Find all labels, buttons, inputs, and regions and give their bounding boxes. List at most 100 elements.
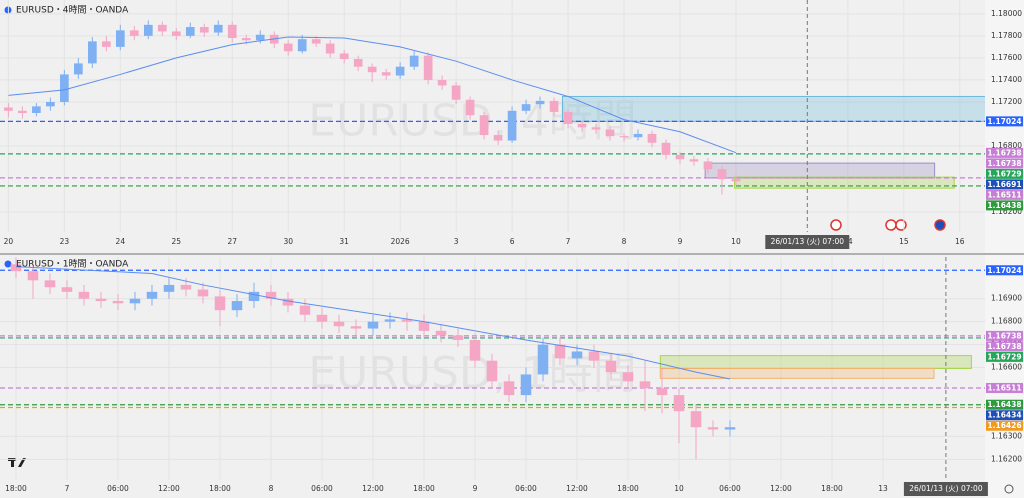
candle-body: [577, 124, 587, 128]
candle-body: [731, 179, 741, 182]
candle-body: [241, 38, 251, 41]
candle-body: [633, 133, 643, 138]
zone: [659, 355, 972, 369]
candle-body: [248, 291, 260, 302]
candle-body: [316, 314, 328, 322]
candle-body: [724, 427, 736, 430]
candle-body: [143, 24, 153, 36]
x-tick-label: 31: [339, 237, 349, 246]
x-tick-label: 18:00: [209, 484, 231, 493]
zone: [704, 162, 936, 179]
x-tick-label: 6: [510, 237, 515, 246]
candle-body: [367, 66, 377, 73]
candle-body: [507, 110, 517, 141]
candle-body: [32, 106, 41, 113]
candle-body: [231, 301, 243, 311]
x-tick-label: 10: [731, 237, 741, 246]
candle-body: [299, 305, 311, 315]
x-tick-label: 06:00: [311, 484, 333, 493]
price-label: 1.16426: [987, 421, 1021, 430]
y-tick-label: 1.16900: [991, 294, 1022, 303]
candle-body: [171, 31, 181, 36]
price-label-bg: [986, 351, 1023, 362]
candle-body: [465, 99, 475, 116]
candle-body: [479, 115, 489, 136]
x-tick-label: 18:00: [5, 484, 27, 493]
candle-body: [129, 298, 141, 304]
candle-body: [353, 58, 363, 67]
x-tick-label: 24: [116, 237, 126, 246]
x-tick-label: 9: [473, 484, 478, 493]
price-label-bg: [986, 420, 1023, 431]
x-tick-label: 2026: [391, 237, 410, 246]
price-label: 1.16438: [987, 201, 1021, 210]
candle-body: [493, 135, 503, 141]
candle-body: [703, 161, 713, 170]
plot: EURUSD, 1時間: [0, 257, 985, 480]
candle-body: [325, 43, 335, 54]
x-tick-label: 9: [678, 237, 683, 246]
x-tick-label: 3: [454, 237, 459, 246]
candle-body: [213, 24, 223, 33]
price-label-bg: [986, 179, 1023, 190]
candle-body: [622, 372, 634, 382]
price-label: 1.16738: [987, 331, 1021, 340]
candle-body: [350, 326, 362, 329]
price-label-bg: [986, 116, 1023, 127]
x-tick-label: 18:00: [821, 484, 843, 493]
candle-body: [112, 301, 124, 304]
price-label: 1.16738: [987, 148, 1021, 157]
time-marker-label: 26/01/13 (火) 07:00: [771, 237, 845, 246]
x-tick-label: 18:00: [413, 484, 435, 493]
candle-body: [537, 344, 549, 375]
price-label: 1.16511: [987, 383, 1021, 392]
candle-body: [339, 53, 349, 59]
candle-body: [437, 79, 447, 86]
x-tick-label: 18:00: [617, 484, 639, 493]
settings-icon[interactable]: [1004, 484, 1014, 494]
chart-title: EURUSD・4時間・OANDA: [16, 5, 129, 16]
candle-body: [163, 284, 175, 292]
candle-body: [197, 289, 209, 297]
zone: [659, 367, 935, 379]
candle-body: [61, 287, 73, 292]
candle-body: [409, 55, 419, 67]
candle-body: [452, 335, 464, 341]
candle-body: [4, 107, 13, 111]
candle-body: [563, 111, 573, 125]
x-tick-label: 30: [283, 237, 293, 246]
price-label: 1.16438: [987, 400, 1021, 409]
candle-body: [44, 280, 56, 288]
candle-body: [435, 330, 447, 336]
time-marker-box: [765, 235, 850, 249]
y-tick-label: 1.17600: [991, 53, 1022, 62]
candle-body: [469, 340, 481, 361]
price-label-bg: [986, 330, 1023, 341]
candle-body: [27, 271, 39, 281]
candle-body: [265, 291, 277, 299]
candle-body: [180, 284, 192, 290]
candle-body: [605, 129, 615, 137]
x-tick-label: 25: [172, 237, 182, 246]
x-tick-label: 12:00: [770, 484, 792, 493]
candle-body: [423, 55, 433, 80]
candle-body: [661, 142, 671, 155]
candle-body: [255, 34, 265, 41]
candle-body: [571, 351, 583, 359]
price-label: 1.16729: [987, 352, 1021, 361]
x-tick-label: 16: [955, 237, 965, 246]
candle-body: [717, 169, 727, 180]
x-tick-label: 7: [566, 237, 571, 246]
candle-body: [549, 100, 559, 112]
candle-body: [333, 321, 345, 327]
x-tick-label: 7: [65, 484, 70, 493]
x-tick-label: 8: [269, 484, 274, 493]
x-tick-label: 13: [878, 484, 888, 493]
candle-body: [451, 85, 461, 100]
candle-body: [521, 104, 531, 111]
y-tick-label: 1.16600: [991, 363, 1022, 372]
price-label: 1.16738: [987, 159, 1021, 168]
candle-body: [227, 24, 237, 39]
